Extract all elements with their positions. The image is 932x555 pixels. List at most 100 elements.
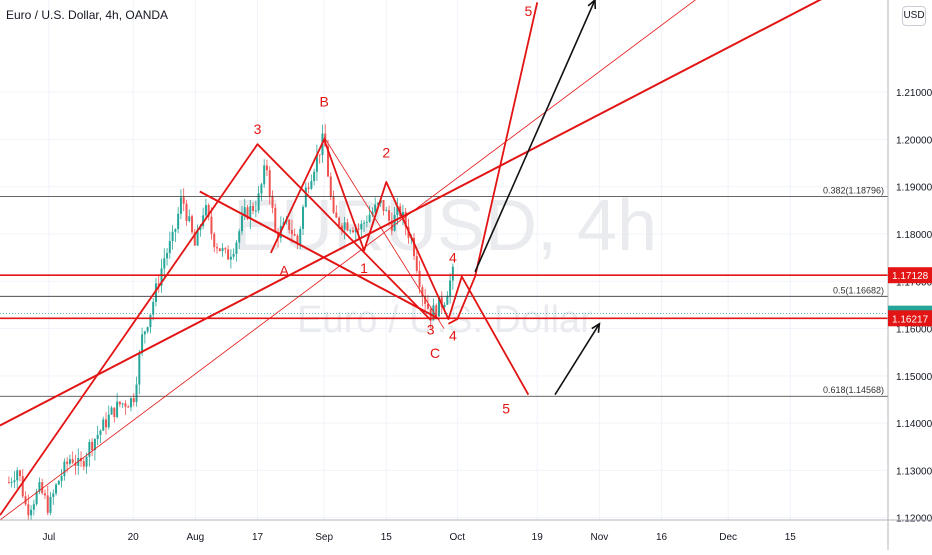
candle-body [368,214,371,222]
candle-body [129,398,132,408]
candle-body [46,495,49,513]
wave-path [270,138,530,396]
trend-line-thin [0,0,696,520]
candle-body [41,482,44,494]
candle-body [10,481,13,483]
candle-body [66,461,69,464]
candle-body [27,504,30,516]
x-tick-label: Dec [719,532,737,543]
candle-body [310,180,313,189]
y-tick-label: 1.20000 [896,135,932,146]
candle-body [290,229,293,235]
candle-body [21,476,24,497]
candle-body [113,407,116,418]
fib-level-label: 0.618(1.14568) [823,385,884,395]
candle-body [146,327,149,332]
candle-body [188,216,191,221]
candle-body [371,211,374,215]
candle-body [388,210,391,221]
candle-body [68,459,71,464]
candle-body [216,247,219,249]
y-tick-label: 1.19000 [896,183,932,194]
candle-body [338,217,341,226]
x-tick-label: 17 [252,532,264,543]
candle-body [38,482,41,492]
candle-body [43,493,46,496]
candle-body [227,249,230,260]
x-tick-label: 15 [381,532,393,543]
candle-body [63,461,66,477]
candle-body [32,504,35,510]
candle-body [182,197,185,204]
candle-body [193,232,196,246]
candle-body [302,206,305,229]
candle-body [393,215,396,231]
y-tick-label: 1.15000 [896,372,932,383]
candle-body [71,459,74,463]
candle-body [404,211,407,227]
candle-body [152,301,155,315]
candle-body [401,211,404,217]
candle-body [179,197,182,214]
candle-body [313,171,316,181]
candle-body [343,222,346,230]
candle-body [257,193,260,211]
y-tick-label: 1.16000 [896,325,932,336]
candle-body [329,176,332,197]
x-tick-label: Nov [591,532,609,543]
candle-body [30,509,33,516]
candle-body [163,258,166,269]
fib-level-label: 0.5(1.16682) [833,285,884,295]
x-tick-label: Jul [42,532,55,543]
candle-body [415,256,418,271]
candle-body [82,461,85,467]
candle-body [332,196,335,213]
candle-body [185,203,188,221]
fib-level-label: 0.382(1.18796) [823,185,884,195]
candle-body [177,213,180,230]
candle-body [315,154,318,172]
candle-body [446,296,449,305]
wave-label: A [279,263,289,279]
candle-body [229,256,232,260]
x-tick-label: 16 [656,532,668,543]
price-tag [888,267,932,284]
candle-body [307,187,310,189]
candle-body [449,280,452,297]
candle-body [85,456,88,467]
candle-body [390,220,393,231]
candle-body [421,287,424,297]
candle-body [271,195,274,208]
candle-body [110,407,113,415]
candle-body [13,480,16,482]
projection-arrow [554,323,601,396]
candle-body [254,210,257,212]
wave-label: 5 [502,401,510,417]
wave-label: 3 [427,322,435,338]
arrow-head [591,322,601,333]
candle-body [213,233,216,248]
candle-body [210,216,213,234]
wave-label: B [319,93,328,109]
candle-body [376,202,379,205]
candle-body [49,496,52,513]
candle-body [232,253,235,257]
candle-body [154,283,157,302]
trend-line-thin [323,136,445,329]
wave-path [448,2,539,325]
y-tick-label: 1.13000 [896,466,932,477]
candle-body [265,165,268,171]
candle-body [243,207,246,216]
chart-title: Euro / U.S. Dollar, 4h, OANDA [6,8,169,22]
candle-body [385,210,388,212]
currency-button[interactable]: USD [902,6,926,26]
wave-path [0,143,432,516]
candle-body [99,430,102,435]
candle-body [57,480,60,485]
x-tick-label: Sep [315,532,333,543]
x-tick-label: Oct [450,532,466,543]
candle-body [268,170,271,196]
candle-body [304,187,307,207]
